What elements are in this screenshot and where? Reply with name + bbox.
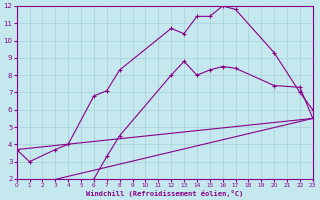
X-axis label: Windchill (Refroidissement éolien,°C): Windchill (Refroidissement éolien,°C)	[86, 190, 243, 197]
